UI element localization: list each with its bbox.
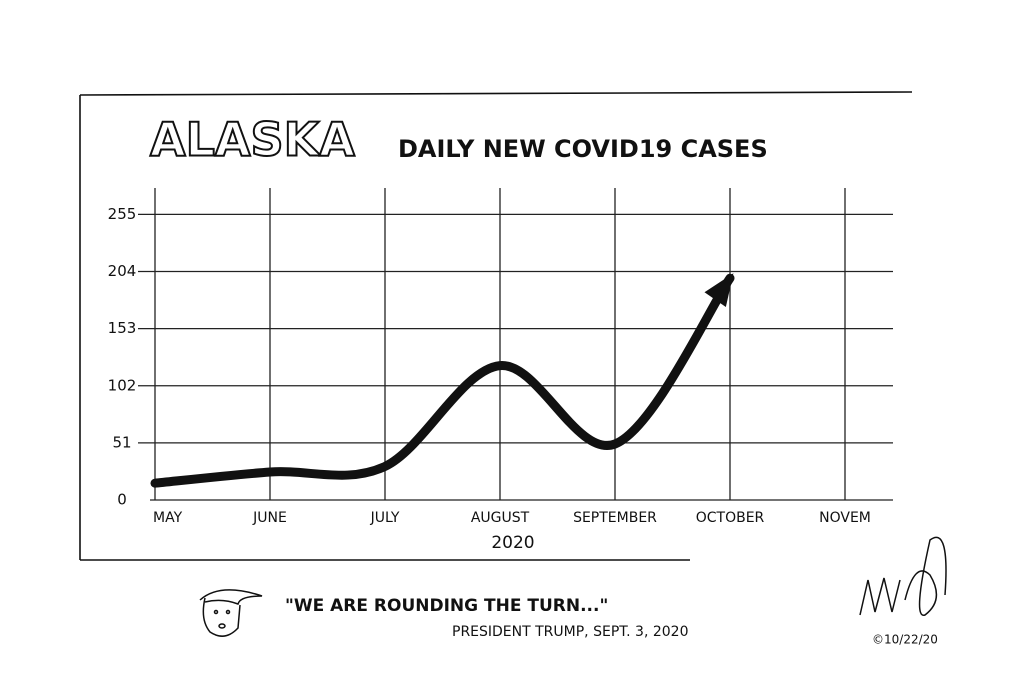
y-tick-label: 0 [117,491,127,509]
arrow-head [704,273,734,308]
y-tick-label: 102 [108,376,137,394]
x-tick-label: OCTOBER [696,510,765,526]
x-axis-label: 2020 [491,533,534,553]
y-tick-label: 255 [108,205,137,223]
line-series [150,273,735,488]
attribution: PRESIDENT TRUMP, SEPT. 3, 2020 [452,624,688,640]
x-tick-label: JULY [370,510,400,526]
x-tick-label: NOVEM [819,510,871,526]
y-tick-label: 204 [108,262,137,280]
signature [859,536,947,616]
x-tick-label: AUGUST [471,510,530,526]
frame-top [79,91,913,96]
signature-date: ©10/22/20 [872,633,938,647]
y-tick-label: 51 [112,433,131,451]
chart-title: ALASKA [150,113,355,167]
chart-subtitle: DAILY NEW COVID19 CASES [398,135,768,163]
x-tick-label: MAY [153,510,183,526]
x-tick-label: SEPTEMBER [573,510,657,526]
quote: "WE ARE ROUNDING THE TURN..." [285,596,608,616]
face-doodle [199,589,263,637]
y-tick-label: 153 [108,319,137,337]
x-tick-label: JUNE [252,510,287,526]
